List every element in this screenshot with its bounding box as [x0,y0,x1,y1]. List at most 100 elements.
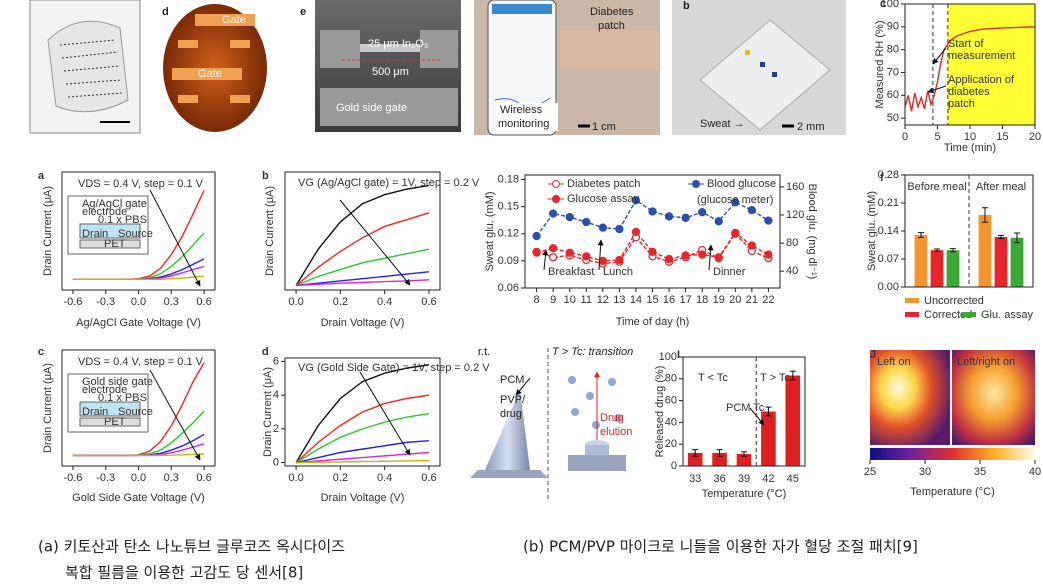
series-line [296,249,429,285]
annotation: VG (Gold Side Gate) = 1V, step = 0.2 V [298,362,490,374]
y2-tick-label: 120 [786,209,804,221]
x-tick-label: -0.6 [63,296,82,308]
x-tick-label: 9 [550,294,556,306]
category-label: 39 [738,473,750,485]
annotation: Left on [877,356,911,368]
annotation: T < Tc [698,372,728,384]
photo-label: 2 mm [797,121,825,133]
x-tick-label: 40 [1029,466,1041,478]
x-tick-label: 25 [864,466,876,478]
x-tick-label: -0.3 [96,296,115,308]
y2-axis-title: Blood glu. (mg dl⁻¹) [806,184,818,280]
y-tick-label: 90 [887,21,899,33]
x-tick-label: 18 [696,294,708,306]
legend-swatch [905,312,919,317]
y-tick-label: 40 [665,416,677,428]
y-axis-title: Drain Current (μA) [262,367,274,457]
caption: (b) PCM/PVP 마이크로 니들을 이용한 자가 혈당 조절 패치[9] [523,538,918,556]
y-tick-label: 0.12 [498,228,519,240]
category-label: 42 [762,473,774,485]
point [566,249,573,256]
panel-letter: b [683,0,690,12]
photo-label: Gate [198,68,222,80]
y-tick-label: 0.07 [878,253,899,265]
annotation: measurement [948,50,1015,62]
panel-letter: d [162,6,169,18]
y-tick-label: 6 [273,355,279,367]
x-tick-label: 0.6 [421,296,436,308]
point [566,214,573,221]
x-tick-label: 15 [646,294,658,306]
series-line [296,414,429,463]
x-tick-label: 30 [919,466,931,478]
schematic-label: drug [500,408,522,420]
x-tick-label: 35 [974,466,986,478]
legend-label: Uncorrected [924,295,984,307]
point [682,214,689,221]
point [666,256,673,263]
x-tick-label: 0.3 [164,472,179,484]
point [533,249,540,256]
y-tick-label: 60 [665,395,677,407]
photo-label: Gold side gate [336,102,407,114]
x-tick-label: 0.0 [131,296,146,308]
series-line [73,259,204,279]
schematic-label: Drug [600,412,624,424]
x-tick-label: 0.4 [377,296,392,308]
x-tick-label: 0.6 [421,472,436,484]
point [583,253,590,260]
arrow [360,372,410,455]
point [550,210,557,217]
x-tick-label: 0.6 [196,472,211,484]
y-tick-label: 70 [887,66,899,78]
annotation: VDS = 0.4 V, step = 0.1 V [78,356,204,368]
caption: (a) 키토산과 탄소 나노튜브 글루코즈 옥시다이즈 [38,538,345,556]
x-tick-label: 20 [1029,131,1041,143]
photo-patch: Diabetes patch Wireless monitoring 1 cm [474,0,660,135]
inset-label: 0.1 x PBS [98,214,147,226]
x-tick-label: -0.3 [96,472,115,484]
y2-tick-label: 40 [786,265,798,277]
x-tick-label: 0.2 [333,296,348,308]
bar [761,412,776,467]
y-axis-title: Sweat glu. (mM) [866,191,878,271]
photo-label: Wireless [500,104,543,116]
point [599,224,606,231]
series-line [296,280,429,286]
x-tick-label: 13 [613,294,625,306]
x-axis-title: Drain Voltage (V) [321,492,405,504]
schematic-label: PVP/ [500,394,526,406]
x-tick-label: 0.0 [288,472,303,484]
y-tick-label: 80 [887,44,899,56]
x-tick-label: 19 [713,294,725,306]
arrow [928,86,946,92]
arrow [340,200,410,285]
bar [1011,238,1024,287]
annotation: Breakfast [548,266,594,278]
x-tick-label: 0.6 [196,296,211,308]
annotation: patch [948,98,975,110]
y2-tick-label: 80 [786,237,798,249]
category-label: 45 [787,473,799,485]
legend-swatch [905,298,919,303]
y-tick-label: 0.06 [498,282,519,294]
photo-label: 1 cm [592,121,616,133]
arrow [709,245,711,270]
x-tick-label: 15 [996,131,1008,143]
y-axis-title: Drain Current (μA) [264,186,276,276]
caption: 복합 필름을 이용한 고감도 당 센서[8] [65,564,303,582]
point [715,254,722,261]
panel-letter: J [870,349,876,361]
point [748,242,755,249]
x-tick-label: 21 [746,294,758,306]
photo-label: 25 μm In₂O₃ [368,38,428,50]
series-line [73,434,204,455]
plot-frame [285,172,440,290]
x-tick-label: 14 [630,294,642,306]
schematic: r.t. PCM PVP/ drug T > Tc: transition Dr… [470,346,633,500]
panel-letter: I [677,349,680,361]
point [599,257,606,264]
point [666,213,673,220]
point [715,218,722,225]
photo-label: patch [598,20,625,32]
